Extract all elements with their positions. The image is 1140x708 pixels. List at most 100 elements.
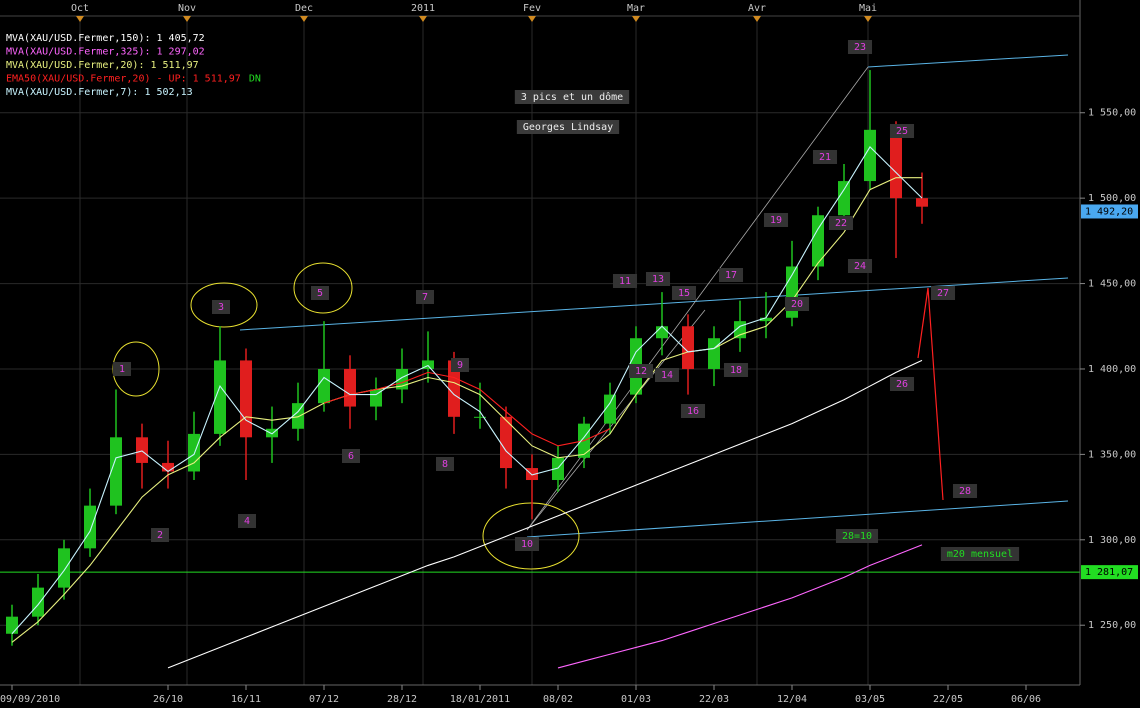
annotation: 21 <box>819 152 831 163</box>
annotation-box <box>847 40 873 54</box>
candle-body <box>136 437 148 463</box>
annotation-box <box>645 272 671 286</box>
candle-body <box>552 457 564 481</box>
annotation-box <box>828 216 854 230</box>
annotation: 23 <box>854 42 866 53</box>
annotation-box <box>847 259 873 273</box>
annotation-box <box>723 363 749 377</box>
top-axis-marker <box>864 16 872 22</box>
annotation: 18 <box>730 365 742 376</box>
y-tick-label: 1 350,00 <box>1088 449 1136 460</box>
annotation-box <box>889 377 915 391</box>
annotation-box <box>612 274 638 288</box>
trend-line <box>867 54 1069 68</box>
candle-body <box>292 403 304 429</box>
candle-body <box>448 360 460 417</box>
x-tick-label: 18/01/2011 <box>450 694 510 705</box>
annotation: 17 <box>725 270 737 281</box>
price-marker <box>1081 565 1138 580</box>
annotation-box <box>310 286 330 300</box>
top-axis-marker <box>76 16 84 22</box>
candle-body <box>396 368 408 390</box>
candle-body <box>214 360 226 434</box>
candle-body <box>6 616 18 634</box>
annotation-box <box>763 213 789 227</box>
candle-body <box>916 198 928 207</box>
legend-entry: MVA(XAU/USD.Fermer,325): 1 297,02 <box>6 47 205 58</box>
annotation-box <box>889 124 915 138</box>
candle-body <box>760 317 772 322</box>
candle-body <box>604 394 616 424</box>
circle <box>293 262 353 314</box>
candle-body <box>500 416 512 469</box>
projection <box>917 287 944 501</box>
candle-body <box>422 360 434 369</box>
x-tick-label: 26/10 <box>153 694 183 705</box>
trend-line <box>526 500 1069 538</box>
candle-body <box>682 326 694 369</box>
candle-body <box>84 505 96 549</box>
candle-body <box>110 437 122 506</box>
ma-line <box>323 371 611 447</box>
candle-body <box>864 129 876 182</box>
annotation-box <box>514 537 540 551</box>
x-tick-label: 03/05 <box>855 694 885 705</box>
y-tick-label: 1 450,00 <box>1088 279 1136 290</box>
x-tick-label: 22/03 <box>699 694 729 705</box>
x-tick-label: 07/12 <box>309 694 339 705</box>
candle-body <box>344 368 356 407</box>
annotation-box <box>628 364 654 378</box>
annotation: m20 mensuel <box>947 549 1013 560</box>
candle-body <box>162 462 174 472</box>
annotation: 7 <box>422 292 428 303</box>
circle <box>482 502 580 570</box>
overlay: 1234567891011121314151617181920212223242… <box>112 40 1020 561</box>
price-marker-label: 1 281,07 <box>1085 567 1133 578</box>
annotation: 8 <box>442 459 448 470</box>
top-axis-label: Dec <box>295 3 313 14</box>
top-axis-marker <box>528 16 536 22</box>
annotation: 3 <box>218 302 224 313</box>
annotation: 19 <box>770 215 782 226</box>
annotation: 12 <box>635 366 647 377</box>
legend-entry: EMA50(XAU/USD.Fermer,20) - UP: 1 511,97 <box>6 74 241 85</box>
candle-body <box>188 433 200 472</box>
annotation-box <box>718 268 744 282</box>
ma-line <box>167 359 923 669</box>
annotation-box <box>112 362 132 376</box>
annotation: 1 <box>119 364 125 375</box>
annotation: Georges Lindsay <box>523 122 613 133</box>
annotation-box <box>341 449 361 463</box>
annotation-box <box>680 404 706 418</box>
annotation-box <box>435 457 455 471</box>
candle-body <box>838 181 850 216</box>
annotation-box <box>784 297 810 311</box>
annotation-box <box>930 286 956 300</box>
annotation: 10 <box>521 539 533 550</box>
x-tick-label: 22/05 <box>933 694 963 705</box>
annotation-box <box>450 358 470 372</box>
annotation-box <box>812 150 838 164</box>
trend-line <box>239 277 1069 331</box>
annotation: 3 pics et un dôme <box>521 91 623 103</box>
top-axis-marker <box>300 16 308 22</box>
top-axis-label: 2011 <box>411 3 435 14</box>
annotation: 26 <box>896 379 908 390</box>
annotation: 5 <box>317 288 323 299</box>
top-axis-marker <box>632 16 640 22</box>
annotation: 27 <box>937 288 949 299</box>
legend-entry: MVA(XAU/USD.Fermer,150): 1 405,72 <box>6 33 205 44</box>
legend-entry: MVA(XAU/USD.Fermer,7): 1 502,13 <box>6 87 193 98</box>
annotation: 11 <box>619 276 631 287</box>
ma-line <box>557 544 923 669</box>
top-axis-label: Oct <box>71 3 89 14</box>
top-axis-marker <box>753 16 761 22</box>
x-tick-label: 28/12 <box>387 694 417 705</box>
candle-body <box>32 587 44 617</box>
marks <box>6 70 928 669</box>
annotation-box <box>835 529 879 543</box>
annotation-box <box>514 90 630 104</box>
